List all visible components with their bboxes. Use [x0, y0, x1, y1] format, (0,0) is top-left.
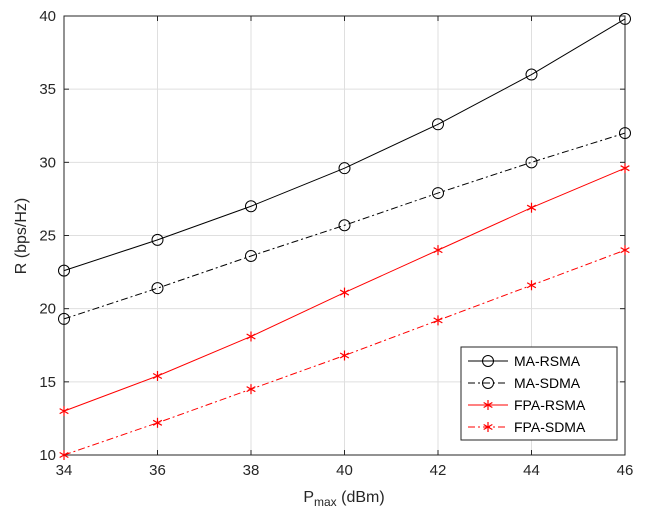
data-point: [433, 245, 443, 256]
legend-marker: [483, 400, 493, 410]
data-point: [59, 450, 69, 460]
legend-marker: [483, 422, 493, 432]
series-ma-rsma: [58, 12, 631, 277]
data-point: [245, 200, 257, 213]
data-point: [339, 287, 350, 298]
data-point: [619, 12, 631, 25]
data-point: [59, 406, 69, 417]
legend: MA-RSMA MA-SDMA FPA-RSMA FPA-SDMA: [460, 346, 618, 441]
x-axis-label-main: P: [303, 489, 314, 506]
legend-marker: [482, 377, 494, 389]
data-point: [246, 331, 256, 342]
series-fpa-rsma: [59, 163, 630, 417]
axis-ticks: 34 36 38 40 42 44 46 10 15 20 25 30 35 40: [39, 8, 633, 479]
x-tick-label: 46: [617, 462, 634, 479]
legend-label: FPA-SDMA: [514, 419, 586, 435]
data-point: [152, 370, 163, 381]
y-tick-label: 30: [39, 154, 56, 171]
data-point: [433, 315, 443, 326]
data-point: [151, 282, 164, 295]
data-point: [620, 163, 630, 174]
data-point: [339, 350, 350, 361]
x-tick-label: 44: [523, 462, 540, 479]
legend-entry: MA-SDMA: [468, 375, 581, 391]
data-point: [338, 162, 351, 175]
data-point: [245, 249, 257, 262]
legend-label: MA-SDMA: [514, 375, 581, 391]
x-tick-label: 40: [336, 462, 353, 479]
data-point: [432, 187, 444, 200]
data-point: [246, 384, 256, 395]
legend-marker: [482, 355, 494, 367]
y-tick-label: 15: [39, 374, 56, 391]
data-point: [526, 280, 537, 291]
legend-entry: FPA-RSMA: [468, 397, 586, 413]
x-tick-label: 42: [430, 462, 447, 479]
x-axis-label-subscript: max: [314, 495, 337, 509]
data-point: [620, 245, 630, 256]
y-tick-label: 20: [39, 301, 56, 318]
x-tick-label: 38: [243, 462, 260, 479]
series-ma-sdma: [58, 127, 631, 325]
series-line: [63, 132, 626, 320]
series-layer: [58, 12, 631, 460]
series-line: [63, 18, 626, 272]
y-axis-label: R (bps/Hz): [13, 198, 30, 274]
x-axis-label: Pmax (dBm): [303, 489, 384, 509]
y-tick-label: 25: [39, 228, 56, 245]
legend-entry: FPA-SDMA: [468, 419, 586, 435]
data-point: [152, 417, 163, 428]
data-point: [338, 219, 351, 232]
y-tick-label: 35: [39, 81, 56, 98]
legend-label: MA-RSMA: [514, 353, 581, 369]
data-point: [58, 264, 70, 277]
data-point: [432, 118, 444, 131]
data-point: [525, 68, 538, 81]
y-tick-label: 40: [39, 8, 56, 25]
data-point: [58, 312, 70, 325]
legend-box: [460, 346, 618, 441]
legend-entry: MA-RSMA: [468, 353, 581, 369]
legend-label: FPA-RSMA: [514, 397, 586, 413]
y-tick-label: 10: [39, 447, 56, 464]
data-point: [619, 127, 631, 140]
x-tick-label: 36: [149, 462, 166, 479]
data-point: [526, 202, 537, 213]
x-axis-label-unit: (dBm): [337, 489, 385, 506]
x-tick-label: 34: [56, 462, 73, 479]
data-point: [151, 233, 164, 246]
series-fpa-sdma: [59, 245, 630, 460]
data-point: [525, 156, 538, 169]
